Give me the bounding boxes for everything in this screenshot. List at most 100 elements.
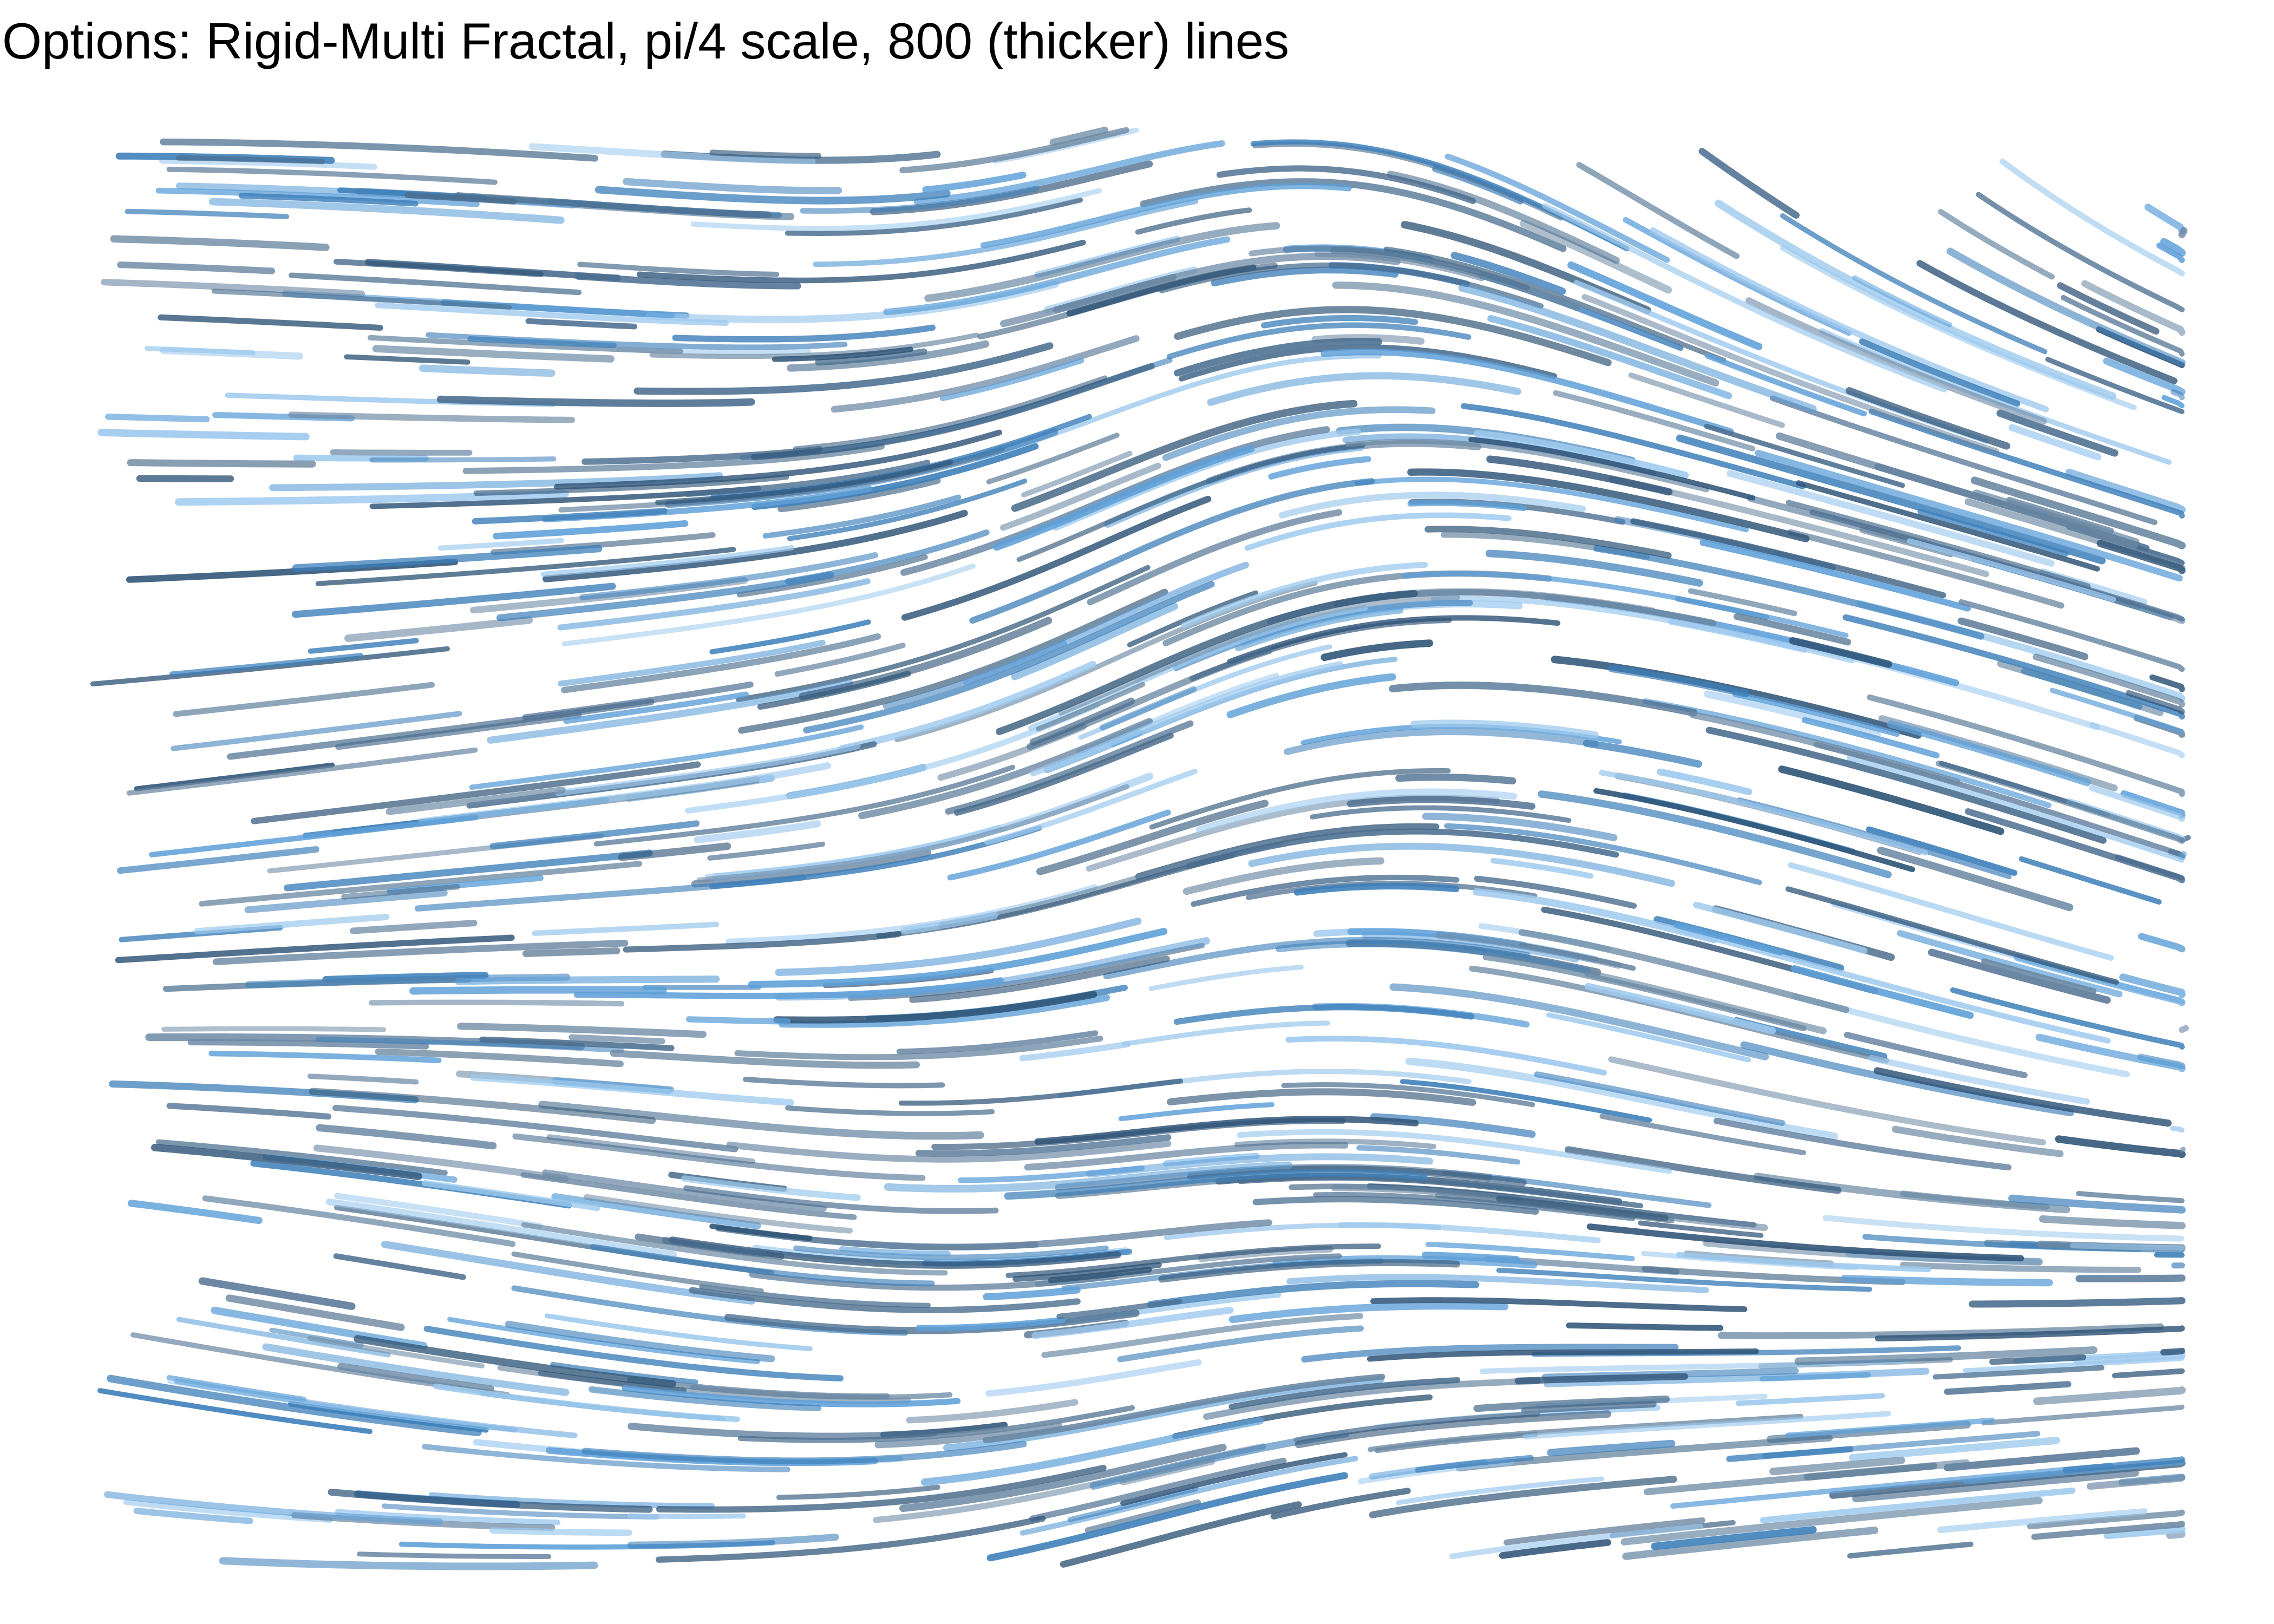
flow-line [2103,357,2186,396]
flow-line [1000,253,1401,328]
flow-line [151,1143,422,1180]
flow-line [2006,496,2114,534]
flow-line [115,934,515,964]
flow-line [1786,500,2091,589]
flow-line [316,1124,497,1150]
flow-line [1504,1517,1706,1546]
flow-line [1016,443,1365,562]
flow-line [344,616,533,643]
flow-line [787,340,990,372]
flow-line [166,166,498,185]
flow-line [479,1036,675,1051]
flow-line [1174,338,1382,377]
flow-line [898,1078,1183,1106]
flow-line [986,433,1120,484]
flow-line [1162,406,1436,461]
flow-line [1234,607,1404,652]
flow-line [1473,430,1689,479]
flow-line [133,1508,253,1524]
flow-line [127,1200,263,1224]
flow-line [1422,813,1618,842]
flow-line [1981,958,2096,994]
flow-line [1892,1125,2064,1157]
flow-line [1897,929,2123,998]
flow-line [1286,1274,1709,1293]
page-title: Options: Rigid-Multi Fractal, pi/4 scale… [2,12,1289,69]
flow-line [372,345,615,363]
flow-line [385,787,566,815]
flow-line [785,197,1083,236]
flow-line [1564,1146,1842,1194]
flow-line [1486,455,1673,496]
flow-line [551,1193,761,1229]
flow-line [1021,450,1133,497]
flow-line [985,1359,1202,1397]
flow-line [1445,153,1670,263]
flow-line [472,508,668,525]
flow-line [1674,922,1783,955]
flow-line [171,711,462,751]
flow-line [2156,243,2185,263]
flow-line [505,1320,775,1363]
flow-line [1226,673,1396,718]
flow-line [521,1222,948,1276]
flow-line [1877,847,2074,912]
flow-line [1084,1499,1201,1534]
flow-line [1450,252,1566,295]
flow-line [672,324,936,343]
flow-line [333,258,544,278]
flow-line [1965,808,2186,883]
flow-line [858,718,1153,820]
flow-line [1186,828,1619,869]
flow-line [307,1335,485,1368]
flow-line [1367,1348,1759,1362]
flow-line [489,820,700,849]
flow-line [211,1306,428,1350]
flow-line [174,490,569,506]
flow-line [1852,275,1952,328]
flow-line [1584,983,1776,1034]
flow-line [921,1417,1264,1486]
flow-line [1651,1526,1817,1550]
flow-line [1041,1313,1363,1358]
flow-line [1643,1462,1938,1496]
flow-line [1321,349,1734,435]
flow-line [1780,213,2048,355]
flow-line [996,590,1418,735]
flow-line [511,1251,764,1294]
flow-line [1844,1032,2028,1078]
flow-line [1370,1113,1536,1138]
flow-line [1791,965,1974,1019]
flow-line [831,335,1140,413]
flow-line [1688,588,1798,617]
flow-line [540,545,795,577]
flow-line [1469,965,1890,1064]
flow-line [1354,476,1749,533]
flow-line [2061,294,2185,357]
flow-line [775,918,1142,976]
flow-line [349,920,478,934]
flow-line [1717,1323,2164,1339]
flow-line [1583,739,1702,768]
flow-line [1670,1463,2114,1509]
flow-line [126,747,478,796]
flow-line [2033,1386,2186,1405]
flow-line [593,764,1015,847]
flow-line [901,495,1212,621]
flow-line [751,363,1155,461]
flow-line [1534,1071,1786,1126]
flow-line [1499,1539,1611,1559]
flow-line [1622,1527,1879,1560]
flow-line [1127,590,1259,647]
flow-line [381,1241,756,1305]
flow-line [1547,1439,1676,1457]
flow-line [117,846,319,874]
flow-line [1149,768,1451,830]
flow-line [159,158,377,170]
flow-line [1927,948,2111,1004]
flow-line [2021,668,2143,710]
flow-line [1917,508,2069,557]
flow-line [292,545,603,572]
flow-line [874,1422,1063,1449]
flow-line [1281,1082,1535,1108]
